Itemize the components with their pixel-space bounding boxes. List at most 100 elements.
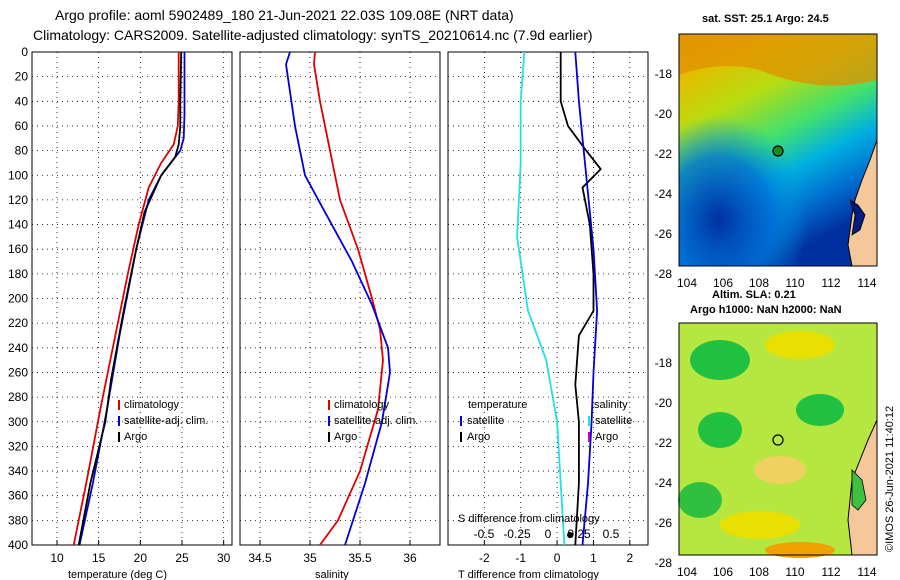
- sla-map-title-line1: Altim. SLA: 0.21: [712, 289, 796, 301]
- legend-temp-satellite-label: satellite: [467, 415, 504, 427]
- temperature-lines: [72, 51, 186, 546]
- y-tick-label: 400: [8, 538, 28, 552]
- sla-blob: [765, 542, 835, 558]
- map-x-tick-label: 112: [821, 276, 840, 290]
- y-tick-label: 120: [8, 193, 28, 207]
- map-y-tick-label: -26: [655, 227, 673, 241]
- map-y-tick-label: -24: [655, 476, 673, 490]
- y-tick-label: 260: [8, 365, 28, 379]
- y-tick-label: 0: [21, 45, 28, 59]
- series-line-temperature-argo: [559, 52, 602, 546]
- sla-blob: [678, 482, 722, 518]
- temperature-xticks: 10 15 20 25 30: [50, 540, 231, 565]
- y-tick-label: 180: [8, 267, 28, 281]
- y-tick-label: 160: [8, 242, 28, 256]
- series-line-climatology: [72, 52, 180, 546]
- sla-blob: [698, 412, 742, 448]
- sst-map-warm-north: [679, 34, 877, 86]
- x-tick-label: 35: [303, 551, 317, 565]
- map-y-tick-label: -18: [655, 356, 673, 370]
- map-x-tick-label: 104: [677, 276, 697, 290]
- map-x-tick-label: 114: [857, 276, 876, 290]
- y-tick-label: 100: [8, 168, 28, 182]
- x-tick-label: 25: [175, 551, 189, 565]
- x-tick-label: -2: [479, 551, 490, 565]
- sst-map-coast-detail: [849, 199, 866, 236]
- y-tick-label: 320: [8, 439, 28, 453]
- sla-blob: [690, 340, 750, 380]
- legend-salinity-heading: salinity: [594, 399, 628, 411]
- map-y-tick-label: -24: [655, 187, 673, 201]
- map-y-tick-label: -18: [655, 67, 673, 81]
- x-tick-label: 30: [217, 551, 231, 565]
- y-tick-label: 200: [8, 292, 28, 306]
- x-tick-label: 34.5: [248, 551, 272, 565]
- depth-ticks: 0 20 40 60 80 100 120 140 160 180 200 220 240 260 280 3…: [8, 45, 28, 552]
- sla-blob: [720, 511, 800, 539]
- figure-title-line1: Argo profile: aoml 5902489_180 21-Jun-20…: [55, 7, 514, 23]
- difference-salinity-xticks: -0.5 -0.25 0 0.25 0.5: [474, 527, 620, 541]
- legend-temperature-heading: temperature: [468, 399, 527, 411]
- salinity-panel: 34.5 35 35.5 36 climatology satellite-adj. …: [239, 51, 441, 580]
- map-y-tick-label: -28: [655, 556, 673, 570]
- difference-xlabel2: S difference from climatology: [458, 513, 600, 525]
- difference-legend: temperature salinity satellite Argo sate…: [460, 399, 632, 443]
- salinity-grid: [240, 51, 440, 546]
- x-tick-label: 15: [92, 551, 106, 565]
- difference-xlabel: T difference from climatology: [458, 569, 599, 580]
- temperature-xlabel: temperature (deg C): [68, 569, 167, 580]
- salinity-legend: climatology satellite-adj. clim. Argo: [328, 399, 418, 443]
- y-tick-label: 20: [15, 70, 29, 84]
- salinity-xticks: 34.5 35 35.5 36: [248, 540, 417, 565]
- temperature-legend: climatology satellite-adj. clim. Argo: [118, 399, 208, 443]
- y-tick-label: 380: [8, 513, 28, 527]
- sst-map-title: sat. SST: 25.1 Argo: 24.5: [702, 13, 829, 25]
- x-tick-label: 1: [590, 551, 597, 565]
- sst-argo-marker: [772, 145, 784, 157]
- temperature-panel: 0 20 40 60 80 100 120 140 160 180 200 220 240 260 280 3…: [8, 45, 233, 580]
- difference-panel: -2 -1 0 1 2 -0.5 -0.25 0 0.25 0.5 temperature sa…: [447, 51, 649, 580]
- map-x-tick-label: 106: [713, 276, 733, 290]
- x2-tick-label: 0.5: [603, 527, 620, 541]
- sla-map-xticks: 104 106 108 110 112 114: [677, 565, 877, 579]
- x-tick-label: 35.5: [348, 551, 372, 565]
- difference-grid: [448, 51, 648, 546]
- sla-map-title-line2: Argo h1000: NaN h2000: NaN: [690, 304, 842, 316]
- legend-climatology-label: climatology: [334, 399, 390, 411]
- series-line-climatology: [313, 51, 384, 546]
- sla-blob: [796, 394, 844, 426]
- map-x-tick-label: 110: [785, 276, 804, 290]
- legend-argo-label: Argo: [124, 431, 147, 443]
- map-x-tick-label: 108: [749, 276, 769, 290]
- y-tick-label: 300: [8, 415, 28, 429]
- sla-map-coast-detail: [851, 469, 867, 511]
- x2-tick-label: -0.25: [503, 527, 531, 541]
- sla-map-frame: [678, 322, 878, 556]
- x-tick-label: -1: [515, 551, 526, 565]
- x-tick-label: 10: [50, 551, 64, 565]
- y-tick-label: 220: [8, 316, 28, 330]
- map-y-tick-label: -22: [655, 436, 673, 450]
- map-y-tick-label: -20: [655, 396, 673, 410]
- map-x-tick-label: 106: [713, 565, 733, 579]
- sla-map-yticks: -18 -20 -22 -24 -26 -28: [655, 356, 673, 570]
- series-line-temperature-satellite: [516, 51, 566, 546]
- sst-map-yticks: -18 -20 -22 -24 -26 -28: [655, 67, 673, 281]
- map-x-tick-label: 108: [749, 565, 769, 579]
- series-line-salinity-satellite: [574, 51, 599, 546]
- y-tick-label: 360: [8, 489, 28, 503]
- sla-argo-marker: [772, 434, 784, 446]
- map-x-tick-label: 110: [785, 565, 804, 579]
- legend-sal-argo-label: Argo: [595, 431, 618, 443]
- y-tick-label: 280: [8, 390, 28, 404]
- map-x-tick-label: 112: [821, 565, 840, 579]
- legend-sal-satellite-label: satellite: [595, 415, 632, 427]
- x2-tick-label: -0.5: [474, 527, 495, 541]
- difference-lines: [516, 51, 602, 546]
- sla-blob: [754, 456, 806, 484]
- y-tick-label: 240: [8, 341, 28, 355]
- x-tick-label: 0: [554, 551, 561, 565]
- legend-argo-label: Argo: [334, 431, 357, 443]
- sla-map-panel: Altim. SLA: 0.21 Argo h1000: NaN h2000: …: [655, 289, 878, 579]
